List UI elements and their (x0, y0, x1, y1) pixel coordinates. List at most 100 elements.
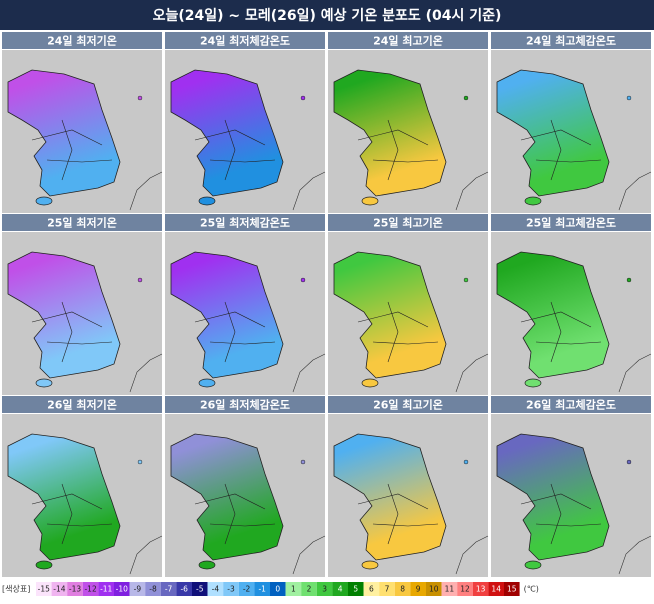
title-bar (0, 0, 654, 30)
peninsula (496, 251, 610, 379)
jeju (361, 378, 379, 388)
province-lines (357, 301, 439, 363)
panel-header (165, 396, 325, 413)
legend-value: -15 (38, 585, 50, 594)
map (491, 50, 652, 213)
jeju (198, 378, 216, 388)
peninsula (496, 433, 610, 561)
legend-value: 7 (385, 585, 390, 594)
province-lines (357, 483, 439, 545)
legend-swatch (426, 582, 442, 596)
japan-coast (129, 171, 163, 211)
legend-swatch (51, 582, 68, 596)
legend-swatch (316, 582, 333, 596)
map (328, 232, 489, 395)
panel-header (2, 214, 162, 231)
jeju (361, 560, 379, 570)
legend-value: -14 (53, 585, 65, 594)
legend-swatch (457, 582, 473, 596)
legend-value: -5 (196, 585, 204, 594)
legend-swatch (82, 582, 99, 596)
japan-coast (129, 353, 163, 393)
title: 오늘(24일) ~ 모레(26일) 예상 기온 분포도 (04시 기준) (153, 8, 502, 24)
legend-unit: (℃) (524, 585, 539, 594)
legend-swatch (129, 582, 146, 596)
legend-swatch (441, 582, 458, 596)
panel-header (328, 214, 488, 231)
map (165, 50, 326, 213)
ulleungdo (626, 459, 632, 465)
legend-value: 14 (491, 585, 501, 594)
panel-label: 24일 최저체감온도 (200, 34, 290, 48)
ulleungdo (137, 459, 143, 465)
peninsula (7, 433, 121, 561)
legend-value: 10 (429, 585, 439, 594)
province-lines (31, 119, 113, 181)
ulleungdo (463, 95, 469, 101)
map (491, 414, 652, 577)
province-lines (520, 483, 602, 545)
panel-header (491, 32, 651, 49)
legend-value: 2 (307, 585, 312, 594)
panel-label: 26일 최고체감온도 (526, 398, 616, 412)
panel-header (165, 214, 325, 231)
legend-swatch (285, 582, 302, 596)
legend-swatch (348, 582, 364, 596)
japan-coast (129, 535, 163, 575)
legend-value: 3 (322, 585, 327, 594)
panel-label: 25일 최고기온 (373, 216, 443, 230)
japan-coast (455, 171, 489, 211)
province-lines (357, 119, 439, 181)
legend-value: 4 (338, 585, 343, 594)
province-lines (31, 301, 113, 363)
peninsula (170, 251, 284, 379)
panel-label: 26일 최저체감온도 (200, 398, 290, 412)
legend-swatch (504, 582, 520, 596)
legend-value: 8 (400, 585, 405, 594)
legend-value: -2 (243, 585, 251, 594)
peninsula (333, 69, 447, 197)
province-lines (520, 119, 602, 181)
legend-swatch (192, 582, 208, 596)
panel-label: 26일 최고기온 (373, 398, 443, 412)
panel-label: 26일 최저기온 (47, 398, 117, 412)
panel-label: 24일 최저기온 (47, 34, 117, 48)
japan-coast (618, 535, 652, 575)
legend-swatch (223, 582, 239, 596)
japan-coast (455, 535, 489, 575)
panel-header (491, 214, 651, 231)
legend-swatch (270, 582, 286, 596)
panel-label: 25일 최고체감온도 (526, 216, 616, 230)
ulleungdo (137, 95, 143, 101)
legend-value: 0 (275, 585, 280, 594)
panel-header (2, 32, 162, 49)
legend-swatch (472, 582, 489, 596)
jeju (35, 378, 53, 388)
legend-value: -4 (212, 585, 220, 594)
panel-label: 25일 최저기온 (47, 216, 117, 230)
ulleungdo (463, 459, 469, 465)
jeju (524, 378, 542, 388)
legend-swatch (394, 582, 411, 596)
panel-label: 24일 최고체감온도 (526, 34, 616, 48)
legend-swatch (301, 582, 317, 596)
legend-swatch (363, 582, 380, 596)
jeju (198, 196, 216, 206)
legend-title: [색상표] (2, 584, 30, 594)
map (491, 232, 652, 395)
japan-coast (292, 171, 326, 211)
ulleungdo (300, 277, 306, 283)
ulleungdo (463, 277, 469, 283)
legend-value: 15 (507, 585, 517, 594)
ulleungdo (137, 277, 143, 283)
legend-value: -6 (180, 585, 188, 594)
legend-value: -7 (165, 585, 173, 594)
legend-value: 5 (353, 585, 358, 594)
panel-header (328, 396, 488, 413)
japan-coast (292, 535, 326, 575)
legend-value: 13 (476, 585, 486, 594)
legend-swatch (207, 582, 224, 596)
legend-value: -9 (134, 585, 142, 594)
legend-value: -1 (258, 585, 266, 594)
jeju (524, 196, 542, 206)
